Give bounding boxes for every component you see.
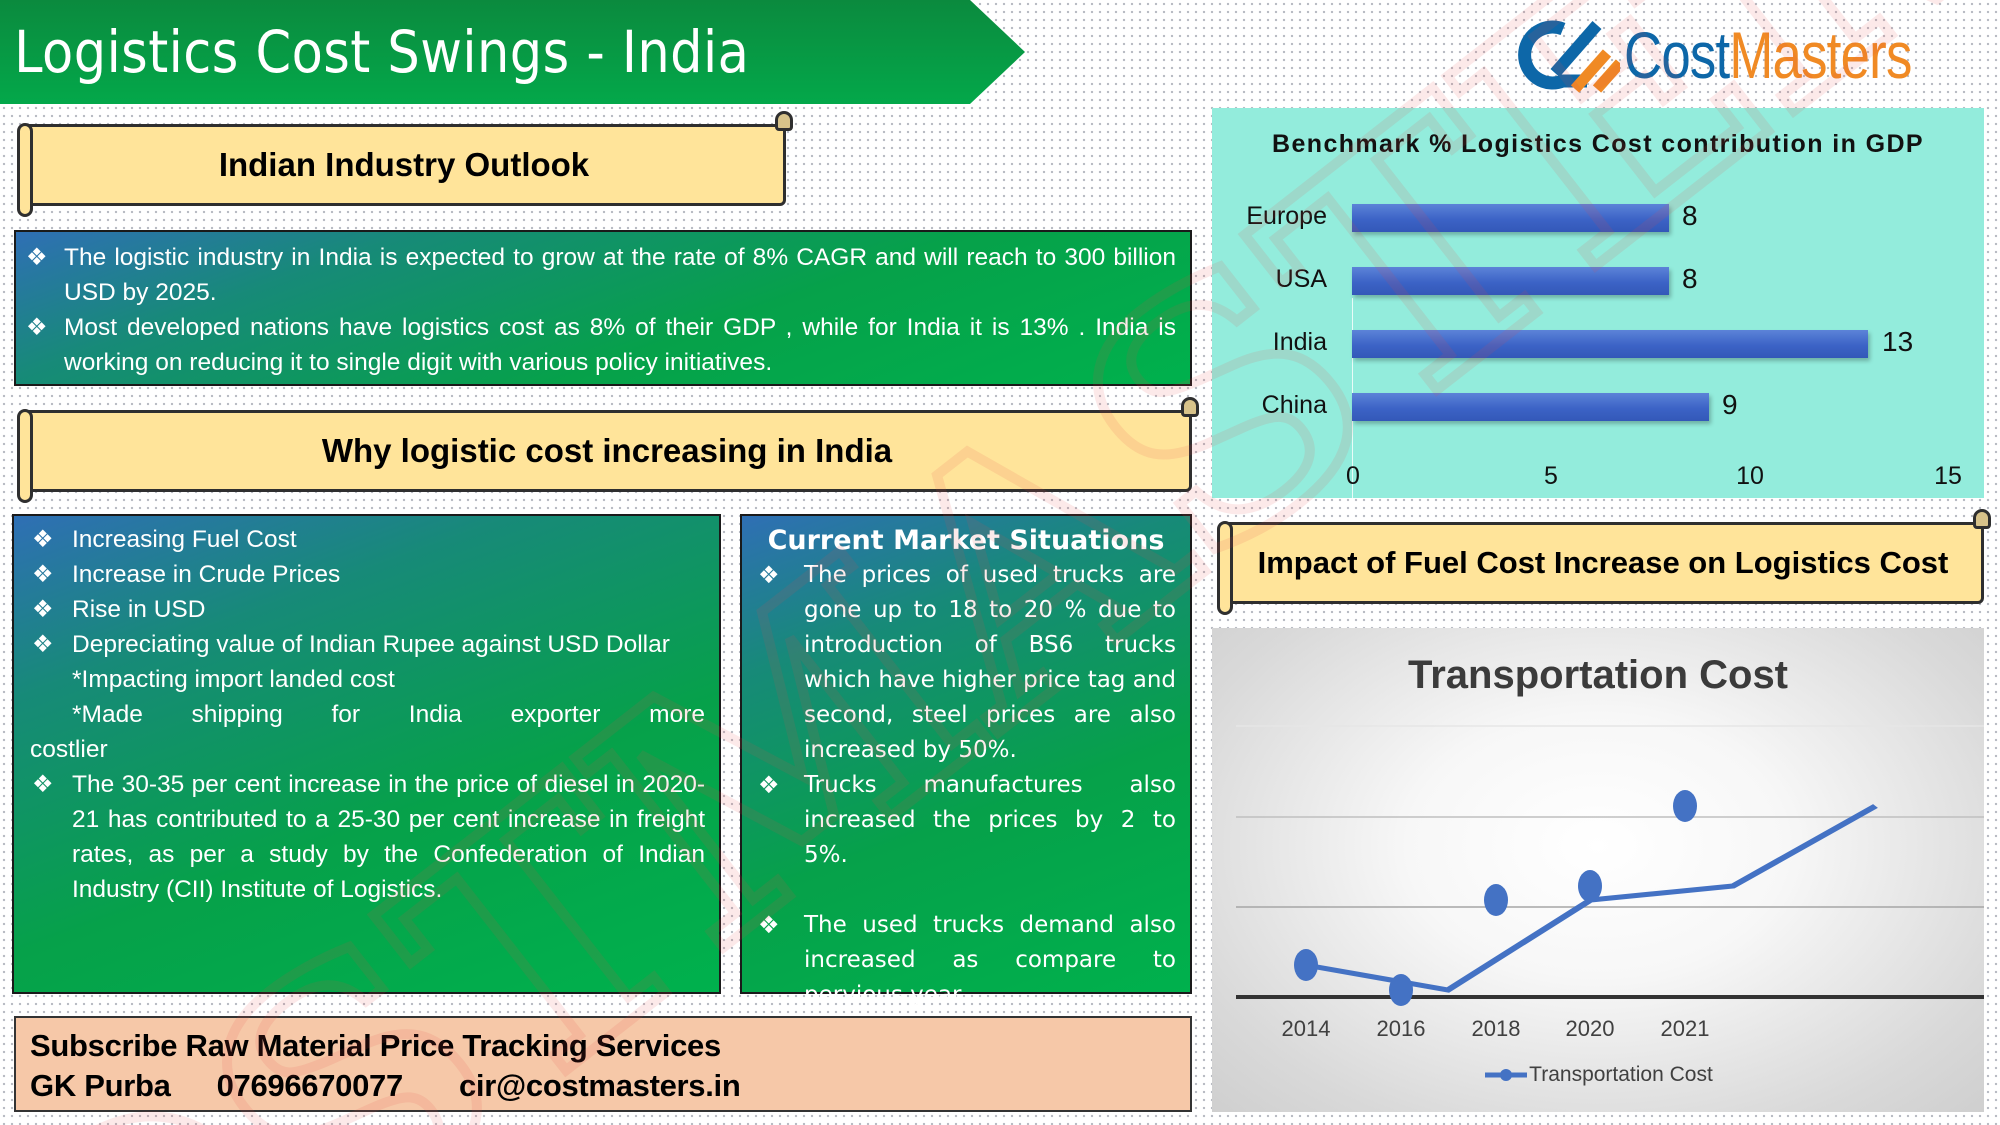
bar-category-label: USA <box>1275 265 1327 293</box>
list-item: ❖ The logistic industry in India is expec… <box>16 240 1176 310</box>
contact-phone[interactable]: 07696670077 <box>216 1068 404 1103</box>
scroll-roll-icon <box>17 409 33 503</box>
market-box: Current Market Situations ❖ The prices of… <box>740 514 1192 1008</box>
scroll-roll-icon <box>1973 509 1991 529</box>
bar-row-usa: USA 8 <box>1212 261 1984 301</box>
data-point <box>1673 790 1697 822</box>
bar-india <box>1352 330 1868 358</box>
subscribe-text: Subscribe Raw Material Price Tracking Se… <box>30 1028 721 1063</box>
costmasters-logo: CostMasters <box>1505 10 1995 100</box>
contact-name: GK Purba <box>30 1068 171 1103</box>
legend-line-marker-icon <box>1485 1069 1528 1081</box>
list-item: ❖ The 30-35 per cent increase in the pric… <box>14 767 705 907</box>
x-tick-label: 2021 <box>1660 1016 1710 1041</box>
title-banner: Logistics Cost Swings - India <box>0 0 1025 104</box>
diamond-bullet-icon: ❖ <box>758 771 780 799</box>
diamond-bullet-icon: ❖ <box>758 911 780 939</box>
bar-usa <box>1352 267 1669 295</box>
bar-chart-axis <box>1352 298 1353 548</box>
outlook-box: ❖ The logistic industry in India is expec… <box>14 230 1192 386</box>
x-tick-label: 2018 <box>1471 1016 1521 1041</box>
bar-value-label: 8 <box>1682 263 1698 294</box>
why-bullets: ❖ Increasing Fuel Cost ❖ Increase in Crude… <box>14 522 705 662</box>
x-tick-label: 10 <box>1736 462 1764 490</box>
outlook-heading: Indian Industry Outlook <box>218 146 590 183</box>
impact-heading-banner: Impact of Fuel Cost Increase on Logistic… <box>1217 509 1991 615</box>
diamond-bullet-icon: ❖ <box>758 561 780 589</box>
scroll-roll-icon <box>775 111 793 131</box>
outlook-heading-banner: Indian Industry Outlook <box>17 111 793 217</box>
bar-category-label: China <box>1261 391 1327 419</box>
diamond-bullet-icon: ❖ <box>26 244 48 271</box>
list-item: ❖ Trucks manufactures also increased the … <box>742 768 1176 873</box>
bar-value-label: 8 <box>1682 200 1698 231</box>
why-heading-banner: Why logistic cost increasing in India <box>17 397 1199 503</box>
costmasters-logo-icon <box>1518 20 1620 93</box>
x-tick-label: 5 <box>1544 462 1558 490</box>
why-box: ❖ Increasing Fuel Cost ❖ Increase in Crude… <box>12 514 721 994</box>
bar-china <box>1352 393 1709 421</box>
market-bullets: ❖ The prices of used trucks are gone up t… <box>742 558 1176 1013</box>
diamond-bullet-icon: ❖ <box>32 631 54 658</box>
line-chart-plot <box>1236 725 1984 1006</box>
market-heading: Current Market Situations <box>767 525 1165 556</box>
diamond-bullet-icon: ❖ <box>32 596 54 623</box>
bar-europe <box>1352 204 1669 232</box>
contact-email[interactable]: cir@costmasters.in <box>458 1068 741 1103</box>
bar-category-label: Europe <box>1246 202 1327 230</box>
bar-chart-title: Benchmark % Logistics Cost contribution … <box>1272 130 1924 158</box>
why-final-bullet: ❖ The 30-35 per cent increase in the pric… <box>14 767 705 907</box>
x-tick-label: 2014 <box>1281 1016 1331 1041</box>
x-tick-label: 2020 <box>1565 1016 1615 1041</box>
legend-label: Transportation Cost <box>1529 1063 1713 1086</box>
sub-note: *Impacting import landed cost <box>72 666 395 693</box>
scroll-roll-icon <box>1181 397 1199 417</box>
subscribe-footer: Subscribe Raw Material Price Tracking Se… <box>14 1016 1192 1112</box>
benchmark-bar-chart: Benchmark % Logistics Cost contribution … <box>1212 108 1984 548</box>
diamond-bullet-icon: ❖ <box>32 561 54 588</box>
diamond-bullet-icon: ❖ <box>26 314 48 341</box>
bar-row-india: India 13 <box>1212 324 1984 364</box>
list-item: ❖ Increase in Crude Prices <box>14 557 705 592</box>
contact-line: GK Purba 07696670077 cir@costmasters.in <box>30 1066 1176 1106</box>
bar-value-label: 9 <box>1722 389 1738 420</box>
list-item: ❖ The used trucks demand also increased a… <box>742 908 1176 1013</box>
scroll-roll-icon <box>1217 521 1233 615</box>
list-item: ❖ Most developed nations have logistics c… <box>16 310 1176 380</box>
sub-note: costlier <box>30 736 108 763</box>
data-point <box>1484 884 1508 916</box>
outlook-bullets: ❖ The logistic industry in India is expec… <box>16 240 1176 380</box>
bar-row-china: China 9 <box>1212 387 1984 427</box>
diamond-bullet-icon: ❖ <box>32 526 54 553</box>
bar-category-label: India <box>1272 328 1327 356</box>
impact-heading: Impact of Fuel Cost Increase on Logistic… <box>1257 545 1949 580</box>
page-title: Logistics Cost Swings - India <box>14 18 750 86</box>
transportation-cost-line-chart: Transportation Cost 2014 2016 2018 2020 … <box>1212 628 1984 1112</box>
data-point <box>1294 949 1318 981</box>
x-tick-label: 2016 <box>1376 1016 1426 1041</box>
list-item: ❖ Rise in USD <box>14 592 705 627</box>
scroll-roll-icon <box>17 123 33 217</box>
bar-value-label: 13 <box>1882 326 1914 357</box>
bar-row-europe: Europe 8 <box>1212 198 1984 238</box>
list-item: ❖ The prices of used trucks are gone up t… <box>742 558 1176 768</box>
list-item: ❖ Depreciating value of Indian Rupee agai… <box>14 627 705 662</box>
line-chart-legend: Transportation Cost <box>1212 1063 1984 1087</box>
sub-note: *Made shipping for India exporter more <box>72 701 705 728</box>
diamond-bullet-icon: ❖ <box>32 771 54 798</box>
list-item: ❖ Increasing Fuel Cost <box>14 522 705 557</box>
logo-wordmark: CostMasters <box>1624 18 1912 92</box>
data-point <box>1389 974 1413 1006</box>
why-heading: Why logistic cost increasing in India <box>321 432 893 469</box>
data-point <box>1578 870 1602 902</box>
line-chart-title: Transportation Cost <box>1407 653 1789 697</box>
x-tick-label: 15 <box>1934 462 1962 490</box>
x-tick-label: 0 <box>1346 462 1360 490</box>
